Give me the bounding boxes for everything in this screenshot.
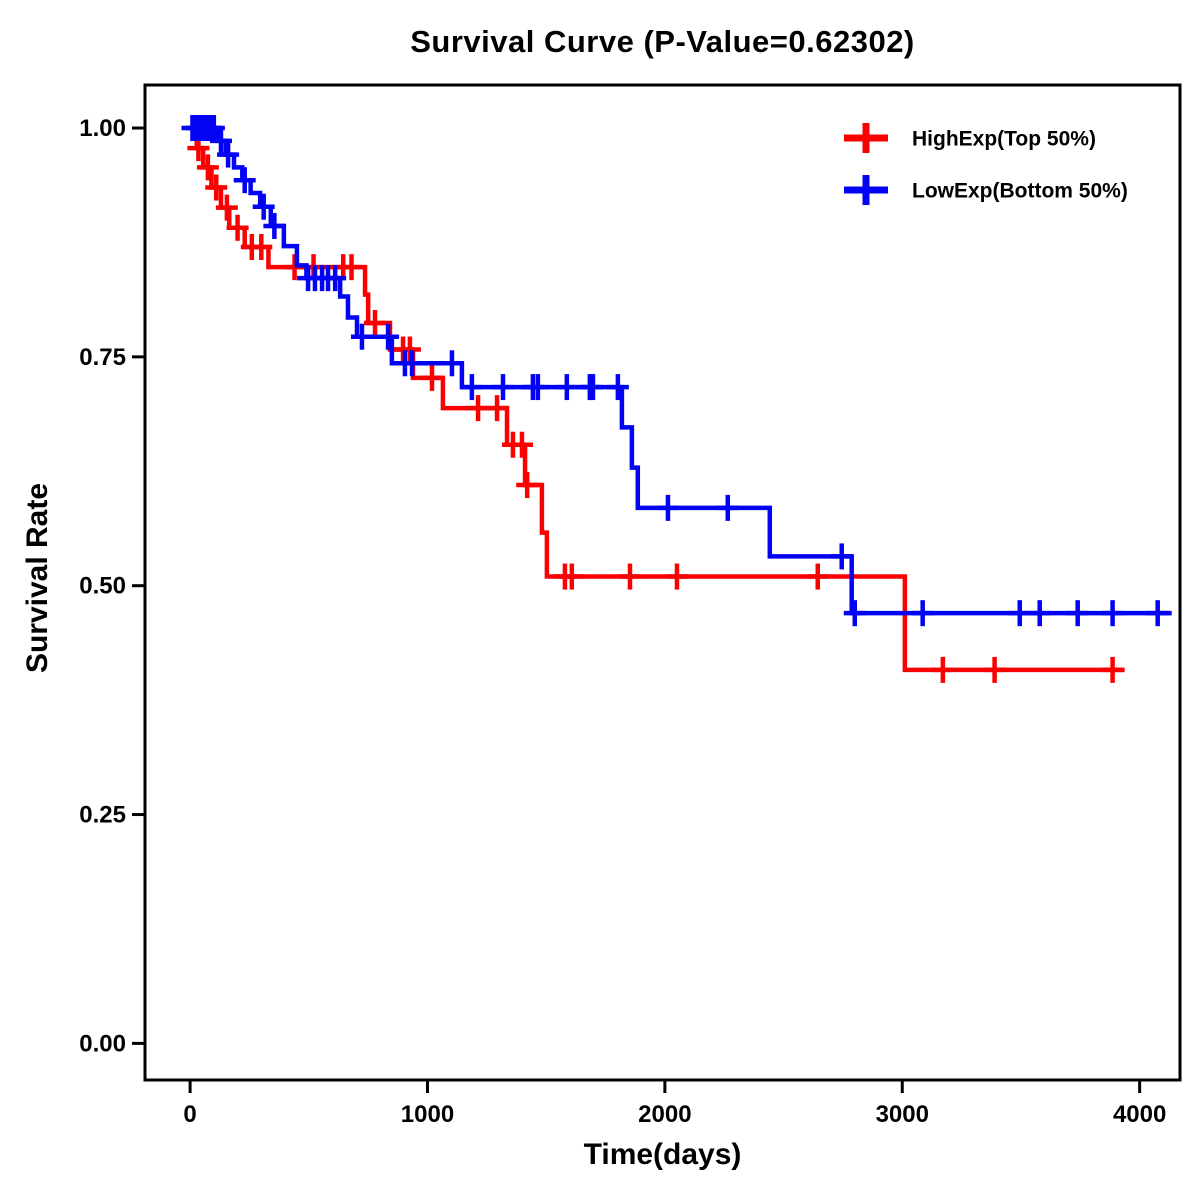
chart-title: Survival Curve (P-Value=0.62302): [410, 24, 915, 59]
x-tick-label: 1000: [401, 1101, 454, 1128]
x-tick-label: 3000: [876, 1101, 929, 1128]
x-axis-label: Time(days): [583, 1138, 742, 1171]
x-tick-label: 4000: [1113, 1101, 1166, 1128]
legend-label-highexp: HighExp(Top 50%): [912, 128, 1096, 151]
plot-border: [143, 83, 1182, 1082]
y-tick-label: 0.25: [79, 802, 126, 829]
legend-label-lowexp: LowExp(Bottom 50%): [912, 180, 1128, 203]
y-tick-label: 1.00: [79, 115, 126, 142]
y-tick-label: 0.75: [79, 344, 126, 371]
x-tick-label: 0: [183, 1101, 196, 1128]
y-tick-label: 0.00: [79, 1030, 126, 1057]
series-curve-highexp: [190, 125, 1125, 673]
x-tick-label: 2000: [638, 1101, 691, 1128]
y-tick-label: 0.50: [79, 573, 126, 600]
